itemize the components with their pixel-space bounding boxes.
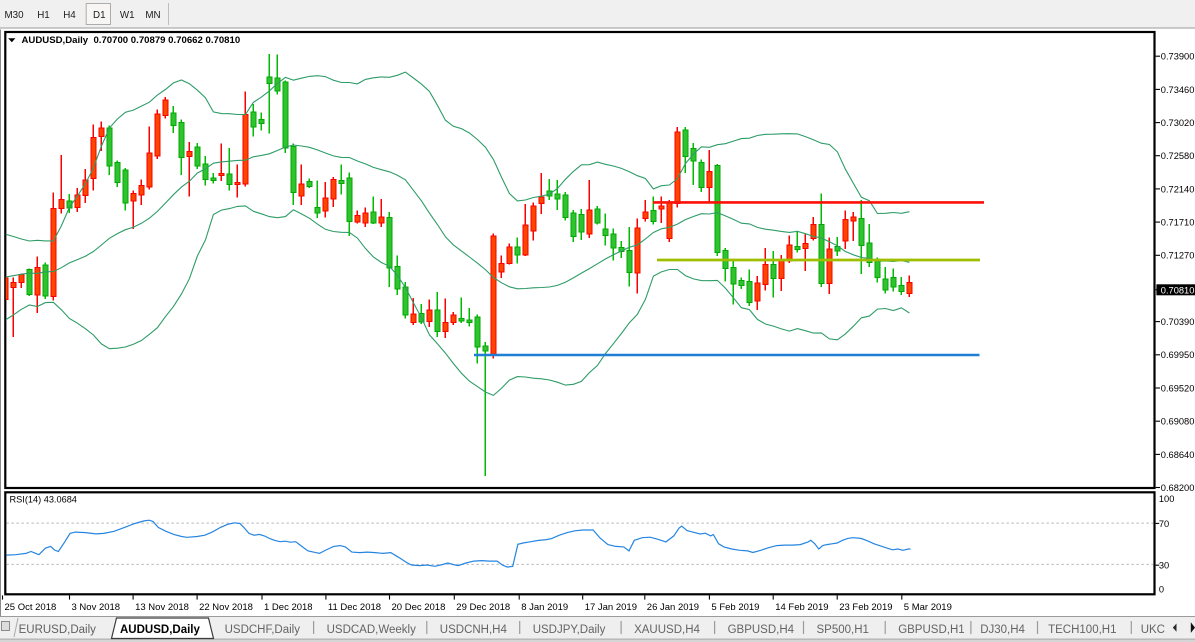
svg-text:XAUUSD,H4: XAUUSD,H4	[634, 624, 700, 636]
svg-text:H4: H4	[63, 10, 76, 21]
svg-text:0.73460: 0.73460	[1161, 85, 1195, 95]
svg-text:20 Dec 2018: 20 Dec 2018	[392, 602, 446, 613]
svg-text:11 Dec 2018: 11 Dec 2018	[328, 602, 381, 613]
svg-text:0.73020: 0.73020	[1161, 118, 1195, 128]
svg-text:MN: MN	[145, 10, 160, 21]
svg-text:30: 30	[1159, 561, 1169, 571]
svg-text:0.72140: 0.72140	[1161, 184, 1195, 194]
svg-text:0.68200: 0.68200	[1161, 483, 1195, 493]
svg-text:0.71270: 0.71270	[1161, 251, 1195, 261]
svg-text:5 Feb 2019: 5 Feb 2019	[711, 602, 759, 613]
svg-text:8 Jan 2019: 8 Jan 2019	[521, 602, 568, 613]
svg-text:M30: M30	[5, 10, 25, 21]
svg-text:USDJPY,Daily: USDJPY,Daily	[533, 624, 606, 636]
svg-text:0.70390: 0.70390	[1161, 317, 1195, 327]
svg-text:17 Jan 2019: 17 Jan 2019	[585, 602, 637, 613]
svg-text:100: 100	[1159, 494, 1175, 504]
svg-text:W1: W1	[120, 10, 135, 21]
svg-text:SP500,H1: SP500,H1	[817, 624, 869, 636]
svg-text:5 Mar 2019: 5 Mar 2019	[904, 602, 952, 613]
svg-text:25 Oct 2018: 25 Oct 2018	[5, 602, 57, 613]
svg-text:AUDUSD,Daily: AUDUSD,Daily	[120, 624, 200, 636]
svg-text:0.73900: 0.73900	[1161, 52, 1195, 62]
svg-text:29 Dec 2018: 29 Dec 2018	[456, 602, 510, 613]
svg-text:USDCNH,H4: USDCNH,H4	[440, 624, 508, 636]
svg-text:USDCHF,Daily: USDCHF,Daily	[225, 624, 301, 636]
svg-text:0.70810: 0.70810	[1161, 285, 1195, 295]
svg-text:EURUSD,Daily: EURUSD,Daily	[19, 624, 97, 636]
svg-text:13 Nov 2018: 13 Nov 2018	[135, 602, 189, 613]
svg-text:H1: H1	[37, 10, 50, 21]
svg-text:0.68640: 0.68640	[1161, 450, 1195, 460]
svg-text:UKC: UKC	[1141, 624, 1165, 636]
svg-text:USDCAD,Weekly: USDCAD,Weekly	[327, 624, 416, 636]
svg-text:0: 0	[1159, 585, 1164, 595]
svg-text:3 Nov 2018: 3 Nov 2018	[72, 602, 121, 613]
svg-text:GBPUSD,H4: GBPUSD,H4	[728, 624, 795, 636]
svg-text:26 Jan 2019: 26 Jan 2019	[647, 602, 699, 613]
svg-text:70: 70	[1159, 519, 1169, 529]
svg-text:RSI(14) 43.0684: RSI(14) 43.0684	[10, 495, 77, 505]
svg-text:0.69520: 0.69520	[1161, 383, 1195, 393]
svg-text:23 Feb 2019: 23 Feb 2019	[839, 602, 892, 613]
svg-text:1 Dec 2018: 1 Dec 2018	[264, 602, 313, 613]
svg-text:14 Feb 2019: 14 Feb 2019	[775, 602, 828, 613]
svg-text:22 Nov 2018: 22 Nov 2018	[199, 602, 253, 613]
svg-text:DJ30,H4: DJ30,H4	[980, 624, 1025, 636]
svg-text:AUDUSD,Daily 0.70700 0.70879: AUDUSD,Daily 0.70700 0.70879 0.70662 0.7…	[22, 35, 241, 46]
svg-text:0.69950: 0.69950	[1161, 350, 1195, 360]
svg-text:GBPUSD,H1: GBPUSD,H1	[898, 624, 964, 636]
svg-text:0.71710: 0.71710	[1161, 218, 1195, 228]
svg-text:0.69080: 0.69080	[1161, 417, 1195, 427]
svg-text:D1: D1	[93, 10, 106, 21]
svg-text:0.72580: 0.72580	[1161, 151, 1195, 161]
svg-text:TECH100,H1: TECH100,H1	[1048, 624, 1116, 636]
